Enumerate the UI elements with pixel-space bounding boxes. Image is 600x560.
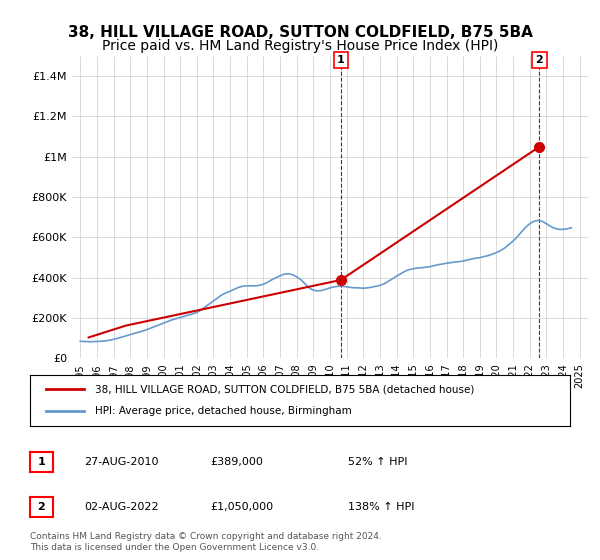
Text: 02-AUG-2022: 02-AUG-2022 <box>84 502 158 512</box>
Text: Price paid vs. HM Land Registry's House Price Index (HPI): Price paid vs. HM Land Registry's House … <box>102 39 498 53</box>
Text: Contains HM Land Registry data © Crown copyright and database right 2024.
This d: Contains HM Land Registry data © Crown c… <box>30 532 382 552</box>
Text: £1,050,000: £1,050,000 <box>210 502 273 512</box>
Text: 2: 2 <box>38 502 45 512</box>
Text: 27-AUG-2010: 27-AUG-2010 <box>84 457 158 467</box>
Text: HPI: Average price, detached house, Birmingham: HPI: Average price, detached house, Birm… <box>95 407 352 417</box>
Text: 2: 2 <box>536 55 543 65</box>
Text: 1: 1 <box>337 55 344 65</box>
Text: 38, HILL VILLAGE ROAD, SUTTON COLDFIELD, B75 5BA (detached house): 38, HILL VILLAGE ROAD, SUTTON COLDFIELD,… <box>95 384 474 394</box>
Text: 138% ↑ HPI: 138% ↑ HPI <box>348 502 415 512</box>
Text: 38, HILL VILLAGE ROAD, SUTTON COLDFIELD, B75 5BA: 38, HILL VILLAGE ROAD, SUTTON COLDFIELD,… <box>68 25 532 40</box>
Text: £389,000: £389,000 <box>210 457 263 467</box>
Text: 52% ↑ HPI: 52% ↑ HPI <box>348 457 407 467</box>
Text: 1: 1 <box>38 457 45 467</box>
